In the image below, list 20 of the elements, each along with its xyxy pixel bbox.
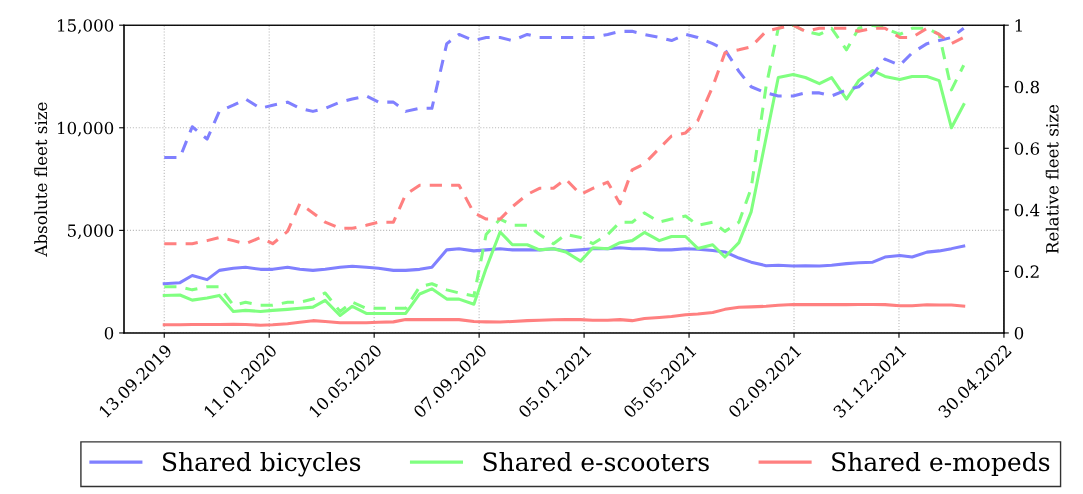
y-axis-title: Absolute fleet size bbox=[34, 102, 48, 257]
line-series bbox=[162, 244, 966, 286]
line-series bbox=[162, 26, 966, 160]
y-tick-label: 0 bbox=[104, 326, 114, 340]
y2-tick-label: 0.4 bbox=[1014, 203, 1040, 217]
y2-tick-label: 0.8 bbox=[1014, 80, 1040, 94]
line-series bbox=[162, 302, 966, 327]
y-tick-label: 10,000 bbox=[58, 121, 114, 137]
legend-label: Shared e-scooters bbox=[483, 451, 709, 472]
y2-tick-label: 0.6 bbox=[1014, 142, 1040, 155]
y2-axis-title: Relative fleet size bbox=[1045, 104, 1059, 254]
y-tick-label: 5,000 bbox=[67, 224, 114, 239]
line-series bbox=[162, 25, 966, 246]
y-tick-label: 15,000 bbox=[58, 19, 114, 34]
legend-label: Shared e-mopeds bbox=[832, 451, 1050, 477]
y2-tick-label: 0 bbox=[1014, 326, 1024, 340]
y2-tick-label: 0.2 bbox=[1014, 265, 1039, 278]
line-series bbox=[162, 25, 966, 313]
legend-label: Shared bicycles bbox=[163, 451, 361, 477]
y2-tick-label: 1 bbox=[1015, 19, 1022, 32]
